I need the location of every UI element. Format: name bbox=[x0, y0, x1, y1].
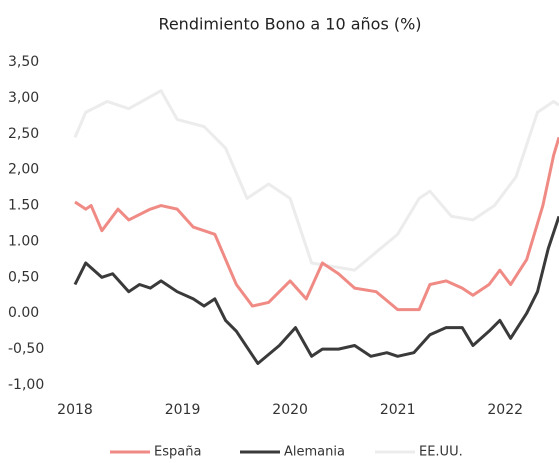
y-tick-label: 0.00 bbox=[8, 305, 39, 321]
y-tick-label: 3,00 bbox=[8, 90, 39, 106]
y-tick-label: -1,00 bbox=[8, 377, 44, 393]
y-tick-label: 2,00 bbox=[8, 162, 39, 178]
line-series bbox=[74, 136, 559, 312]
chart-title: Rendimiento Bono a 10 años (%) bbox=[158, 15, 421, 34]
legend-label: España bbox=[154, 445, 201, 460]
y-tick-label: 1.50 bbox=[8, 198, 39, 214]
x-tick-label: 2018 bbox=[57, 402, 93, 418]
line-series bbox=[73, 89, 559, 272]
x-tick-label: 2019 bbox=[165, 402, 201, 418]
x-tick-label: 2020 bbox=[272, 402, 308, 418]
legend-label: Alemania bbox=[284, 445, 345, 460]
x-tick-label: 2022 bbox=[487, 402, 523, 418]
y-tick-label: -0,50 bbox=[8, 341, 44, 357]
y-tick-label: 3,50 bbox=[8, 54, 39, 70]
y-tick-label: 2,50 bbox=[8, 126, 39, 142]
y-tick-label: 1.00 bbox=[8, 233, 39, 249]
line-series bbox=[73, 215, 559, 365]
x-tick-label: 2021 bbox=[380, 402, 416, 418]
y-tick-label: 0,50 bbox=[8, 269, 39, 285]
legend-label: EE.UU. bbox=[419, 445, 463, 460]
